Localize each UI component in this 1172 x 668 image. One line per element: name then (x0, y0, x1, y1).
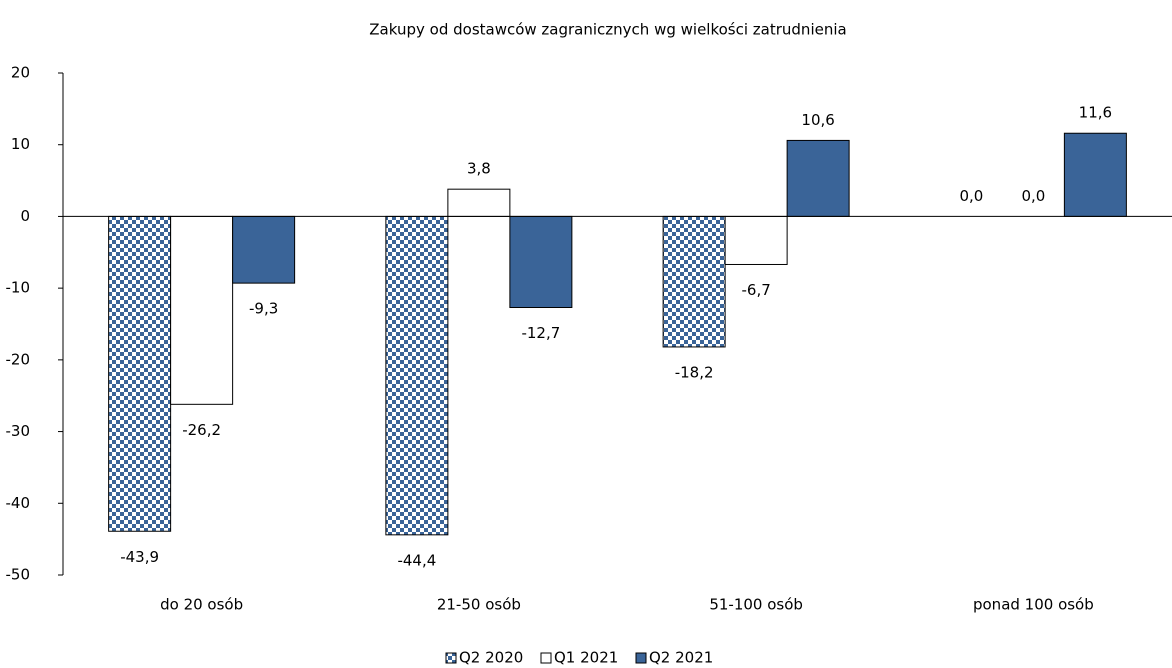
legend-label: Q1 2021 (554, 649, 618, 667)
data-label: -18,2 (675, 363, 714, 381)
bar (724, 215, 788, 265)
y-tick-label: 20 (11, 64, 30, 82)
legend-label: Q2 2020 (459, 649, 523, 667)
data-label: -12,7 (521, 324, 560, 342)
data-label: -44,4 (397, 551, 436, 569)
bar (232, 215, 296, 284)
data-label: 11,6 (1079, 104, 1112, 122)
y-tick-label: -20 (6, 350, 31, 368)
y-tick-label: -10 (6, 279, 31, 297)
y-tick-label: 10 (11, 135, 30, 153)
legend-swatch (540, 652, 552, 664)
legend-label: Q2 2021 (649, 649, 713, 667)
bar (786, 139, 850, 217)
y-tick-label: -30 (6, 422, 31, 440)
bar (509, 215, 573, 309)
data-label: 10,6 (801, 111, 834, 129)
bar (108, 215, 172, 532)
bar (385, 215, 449, 536)
x-tick-label: do 20 osób (160, 596, 243, 614)
data-label: -43,9 (120, 548, 159, 566)
y-tick-label: -50 (6, 566, 31, 584)
data-label: -26,2 (182, 421, 221, 439)
x-tick-label: 21-50 osób (437, 596, 521, 614)
y-tick-label: 0 (20, 207, 30, 225)
chart-title: Zakupy od dostawców zagranicznych wg wie… (369, 21, 846, 39)
data-label: 0,0 (1021, 187, 1045, 205)
y-tick-label: -40 (6, 494, 31, 512)
bar (170, 215, 234, 405)
data-label: -9,3 (249, 300, 278, 318)
bar (662, 215, 726, 348)
x-tick-label: 51-100 osób (709, 596, 803, 614)
data-label: -6,7 (741, 281, 770, 299)
legend-swatch (445, 652, 457, 664)
legend-swatch (635, 652, 647, 664)
bar (447, 188, 511, 217)
x-tick-label: ponad 100 osób (973, 596, 1094, 614)
data-label: 3,8 (467, 160, 491, 178)
bar (1063, 132, 1127, 217)
data-label: 0,0 (959, 187, 983, 205)
